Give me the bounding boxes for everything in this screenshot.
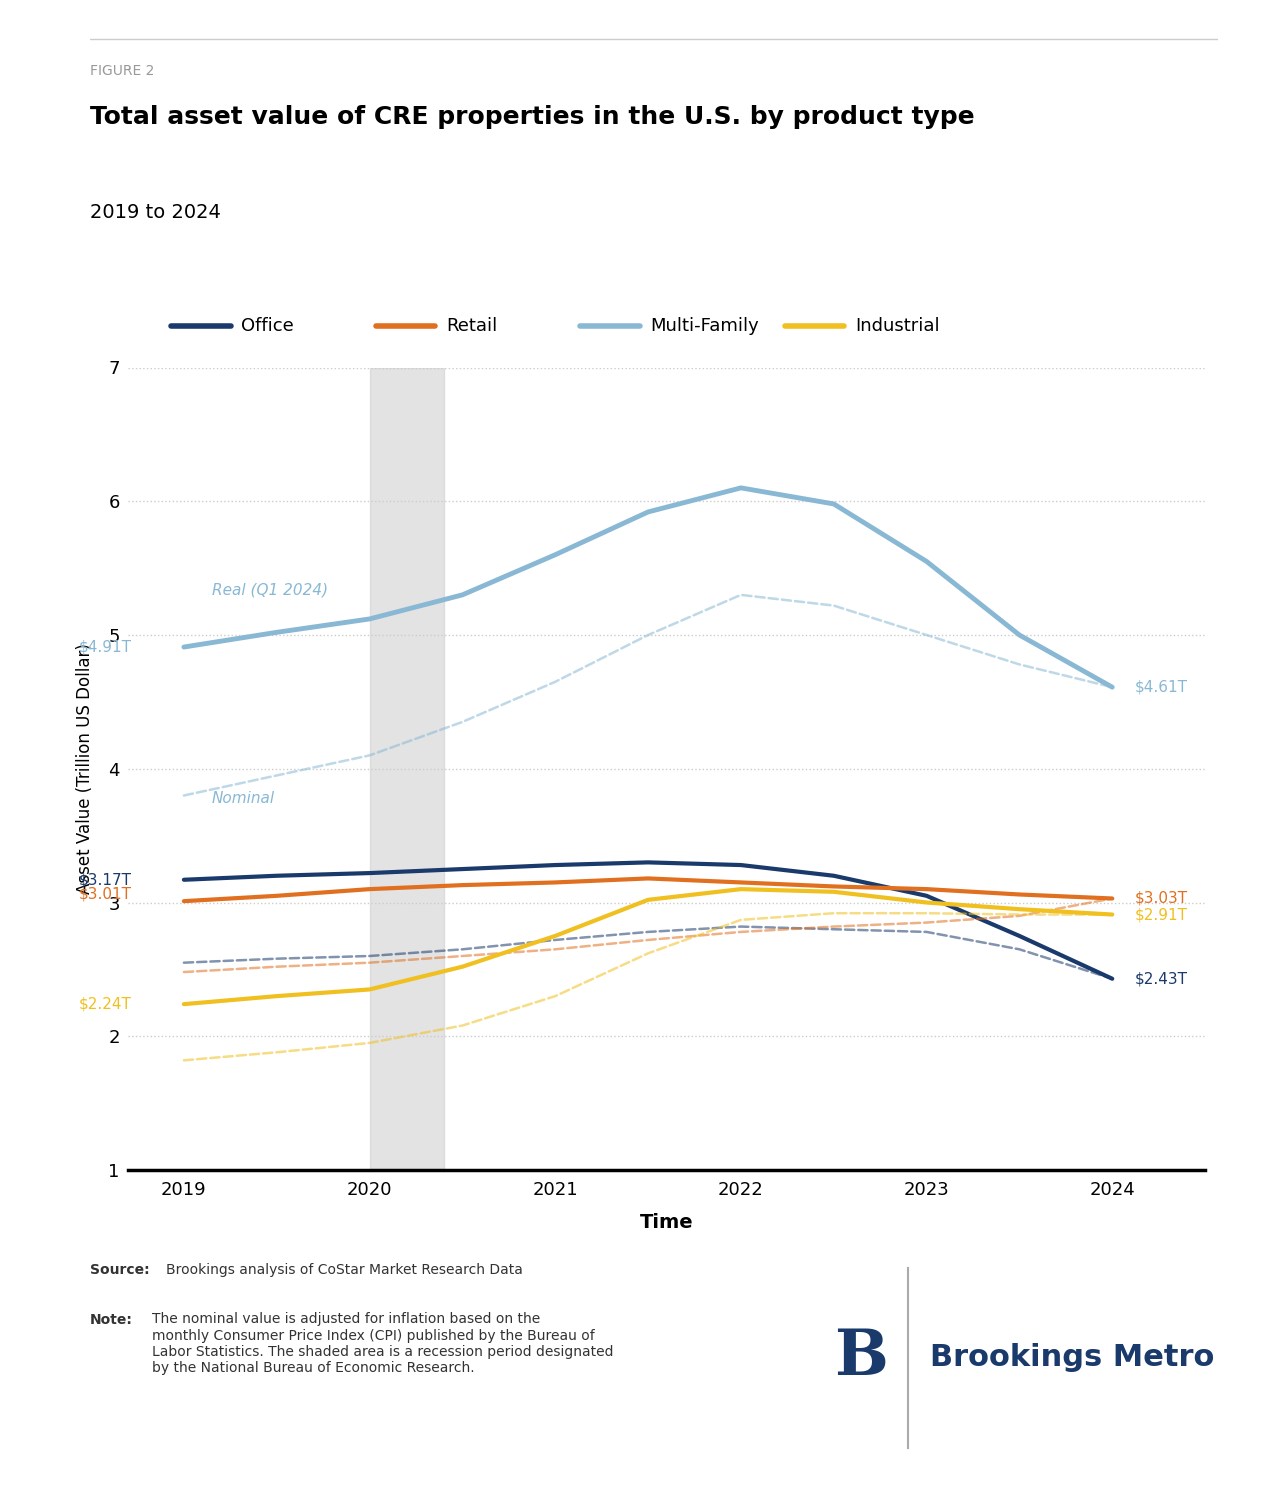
Text: $3.03T: $3.03T xyxy=(1135,891,1187,906)
Text: Note:: Note: xyxy=(90,1312,132,1326)
Text: Multi-Family: Multi-Family xyxy=(650,318,759,336)
Text: Source:: Source: xyxy=(90,1263,150,1276)
Text: Industrial: Industrial xyxy=(855,318,940,336)
Text: Brookings Metro: Brookings Metro xyxy=(931,1342,1214,1372)
Text: Brookings analysis of CoStar Market Research Data: Brookings analysis of CoStar Market Rese… xyxy=(167,1263,523,1276)
Text: Total asset value of CRE properties in the U.S. by product type: Total asset value of CRE properties in t… xyxy=(90,105,974,129)
Text: Real (Q1 2024): Real (Q1 2024) xyxy=(212,582,328,597)
Text: $3.01T: $3.01T xyxy=(79,886,132,902)
Text: $4.61T: $4.61T xyxy=(1135,680,1187,694)
Text: B: B xyxy=(835,1328,888,1388)
Text: $2.24T: $2.24T xyxy=(79,996,132,1011)
Text: $3.17T: $3.17T xyxy=(79,873,132,888)
Text: $4.91T: $4.91T xyxy=(79,639,132,654)
Text: FIGURE 2: FIGURE 2 xyxy=(90,64,154,78)
X-axis label: Time: Time xyxy=(640,1214,694,1231)
Text: Nominal: Nominal xyxy=(212,790,274,806)
Text: The nominal value is adjusted for inflation based on the
monthly Consumer Price : The nominal value is adjusted for inflat… xyxy=(151,1312,613,1376)
Text: 2019 to 2024: 2019 to 2024 xyxy=(90,202,221,222)
Text: $2.91T: $2.91T xyxy=(1135,908,1187,922)
Text: Office: Office xyxy=(241,318,294,336)
Bar xyxy=(369,368,444,1170)
Text: Retail: Retail xyxy=(446,318,497,336)
Text: $2.43T: $2.43T xyxy=(1135,970,1187,986)
Y-axis label: Asset Value (Trillion US Dollar): Asset Value (Trillion US Dollar) xyxy=(77,644,95,894)
